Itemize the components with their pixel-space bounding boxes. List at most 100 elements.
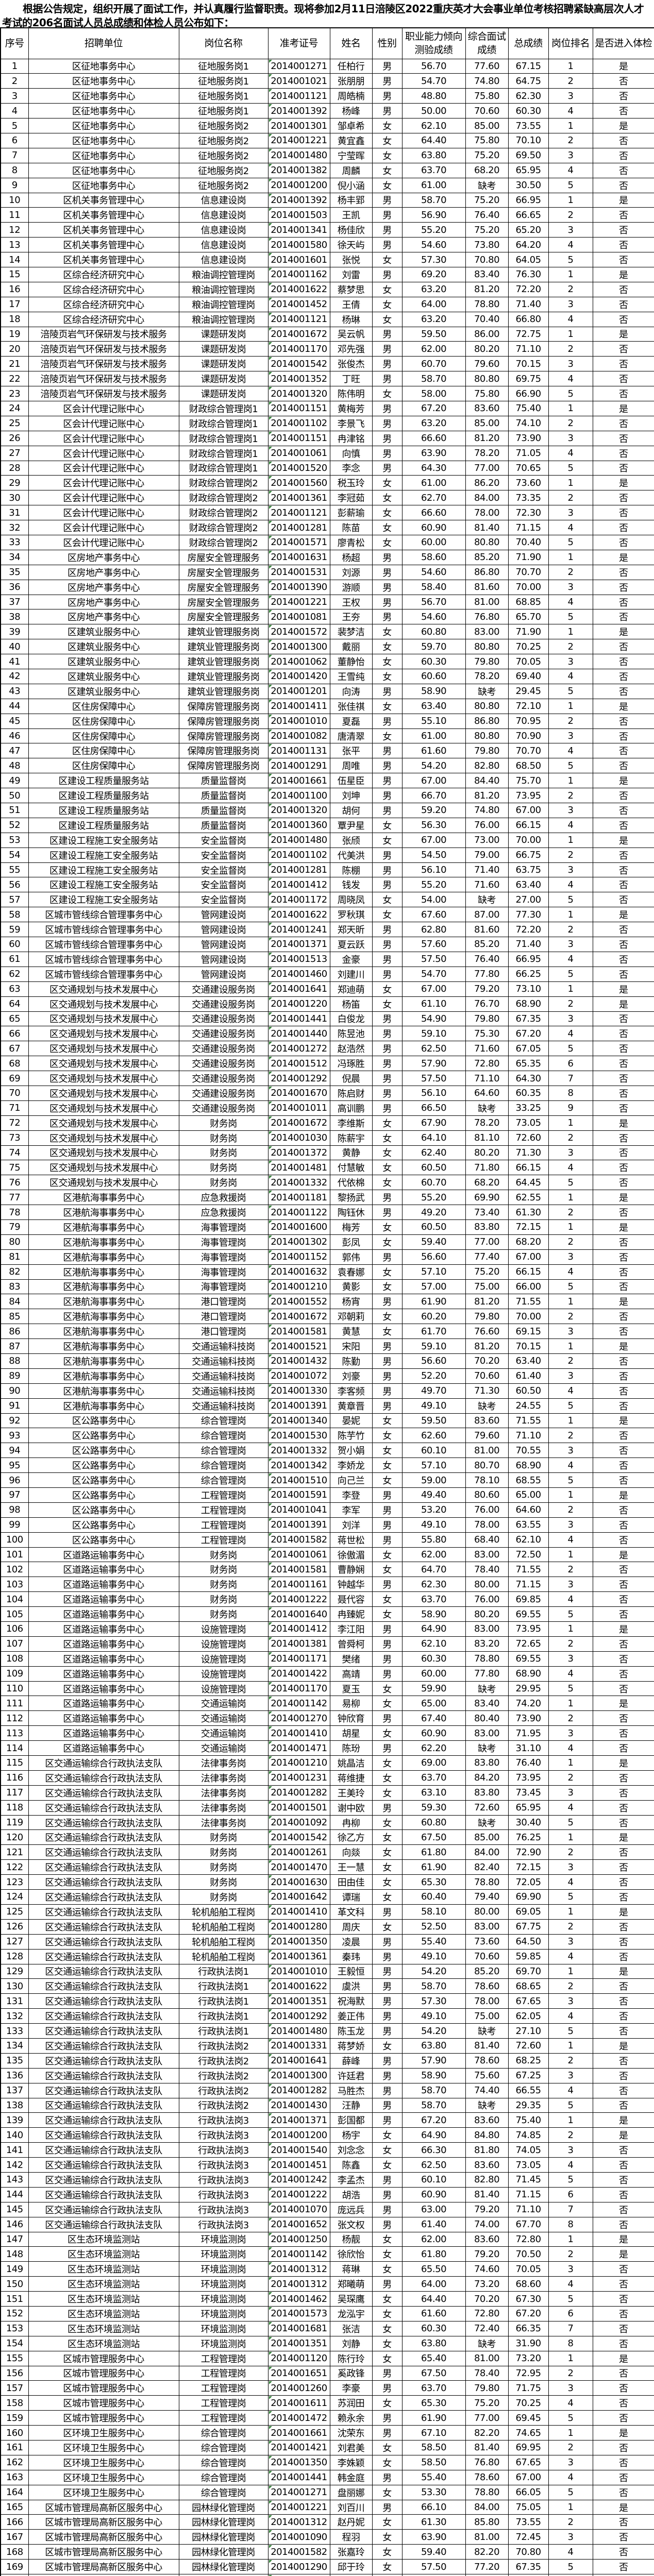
table-row: 64 区交通规划与技术发展中心 交通建设服务岗 2014001220 杨笛 女 … <box>0 996 654 1012</box>
cell-physical-exam: 否 <box>592 2276 654 2292</box>
cell-serial: 99 <box>0 1517 29 1533</box>
cell-rank: 3 <box>548 1785 593 1801</box>
cell-rank: 1 <box>548 1904 593 1920</box>
cell-position: 工程管理岗 <box>178 1517 269 1533</box>
table-row: 74 区交通规划与技术发展中心 财务岗 2014001372 黄静 女 62.4… <box>0 1145 654 1161</box>
cell-name: 李娇龙 <box>329 1458 373 1473</box>
cell-name: 徐欣怡 <box>329 2246 373 2262</box>
table-row: 1 区征地事务中心 征地服务岗1 2014001271 任柏行 男 56.70 … <box>0 58 654 74</box>
cell-interview-score: 70.60 <box>465 1368 509 1384</box>
cell-rank: 5 <box>548 2291 593 2307</box>
cell-physical-exam: 否 <box>592 1502 654 1518</box>
cell-position: 交通建设服务岗 <box>178 1026 269 1042</box>
cell-aptitude-score: 61.00 <box>401 728 466 744</box>
cell-interview-score: 77.80 <box>465 1666 509 1682</box>
cell-gender: 男 <box>372 1353 403 1369</box>
table-row: 152 区生态环境监测站 环境监测岗 2014001573 龙泓宇 女 61.6… <box>0 2306 654 2321</box>
cell-aptitude-score: 58.10 <box>401 1904 466 1920</box>
cell-name: 刘雷 <box>329 266 373 282</box>
table-row: 62 区城市管线综合管理事务中心 管网建设岗 2014001460 刘建川 男 … <box>0 966 654 982</box>
cell-interview-score: 74.80 <box>465 73 509 89</box>
cell-interview-score: 83.20 <box>465 1636 509 1652</box>
cell-total-score: 69.55 <box>508 1651 549 1667</box>
text-format-flag-icon <box>269 2515 272 2519</box>
cell-ticket-value: 2014001512 <box>271 1058 327 1069</box>
cell-ticket: 2014001480 <box>267 2023 330 2039</box>
cell-total-score: 27.00 <box>508 892 549 908</box>
cell-physical-exam: 否 <box>592 1844 654 1860</box>
cell-unit: 区生态环境监测站 <box>28 2335 179 2351</box>
cell-ticket-value: 2014001351 <box>271 2338 327 2349</box>
cell-position: 财政综合管理岗2 <box>178 520 269 535</box>
cell-ticket: 2014001221 <box>267 594 330 610</box>
cell-name: 倪小涵 <box>329 177 373 193</box>
cell-aptitude-score: 54.50 <box>401 847 466 863</box>
cell-gender: 女 <box>372 2574 403 2576</box>
cell-physical-exam: 否 <box>592 609 654 625</box>
cell-physical-exam: 否 <box>592 535 654 550</box>
table-row: 9 区征地事务中心 征地服务岗2 2014001200 倪小涵 女 61.00 … <box>0 177 654 193</box>
cell-total-score: 73.95 <box>508 1621 549 1637</box>
cell-ticket-value: 2014001622 <box>271 284 327 295</box>
cell-aptitude-score: 63.70 <box>401 1591 466 1607</box>
table-row: 56 区建设工程施工安全服务站 安全监督岗 2014001412 钱发 男 55… <box>0 877 654 893</box>
table-row: 108 区道路运输事务中心 设施管理岗 2014001171 樊绪 男 60.3… <box>0 1651 654 1667</box>
text-format-flag-icon <box>269 223 272 227</box>
cell-position: 工程管理岗 <box>178 2410 269 2426</box>
cell-gender: 女 <box>372 981 403 997</box>
cell-total-score: 65.20 <box>508 222 549 238</box>
cell-unit: 区交通规划与技术发展中心 <box>28 1085 179 1101</box>
cell-interview-score: 85.00 <box>465 118 509 133</box>
cell-ticket-value: 2014001142 <box>271 2248 327 2260</box>
cell-gender: 女 <box>372 817 403 833</box>
cell-ticket-value: 2014001100 <box>271 790 327 801</box>
cell-ticket-value: 2014001440 <box>271 1028 327 1039</box>
cell-total-score: 71.55 <box>508 1413 549 1429</box>
text-format-flag-icon <box>269 1042 272 1045</box>
cell-physical-exam: 否 <box>592 2559 654 2575</box>
cell-total-score: 75.05 <box>508 2499 549 2515</box>
table-row: 20 涪陵页岩气环保研发与技术服务 课题研发岗 2014001170 邓先强 男… <box>0 341 654 357</box>
text-format-flag-icon <box>269 1711 272 1715</box>
cell-interview-score: 78.80 <box>465 296 509 312</box>
cell-position: 财务岗 <box>178 1829 269 1845</box>
cell-name: 革文科 <box>329 1904 373 1920</box>
cell-ticket: 2014001200 <box>267 177 330 193</box>
cell-gender: 女 <box>372 296 403 312</box>
cell-position: 交通建设服务岗 <box>178 1085 269 1101</box>
cell-unit: 区道路运输事务中心 <box>28 1547 179 1563</box>
cell-physical-exam: 否 <box>592 594 654 610</box>
cell-rank: 4 <box>548 2008 593 2024</box>
cell-position: 粮油调控管理岗 <box>178 311 269 327</box>
cell-name: 刘建川 <box>329 966 373 982</box>
cell-interview-score: 71.10 <box>465 1071 509 1086</box>
cell-name: 张洁 <box>329 2320 373 2336</box>
cell-gender: 女 <box>372 669 403 684</box>
cell-serial: 32 <box>0 520 29 535</box>
cell-ticket: 2014001271 <box>267 2484 330 2500</box>
text-format-flag-icon <box>269 416 272 420</box>
cell-ticket: 2014001282 <box>267 2082 330 2098</box>
cell-physical-exam: 否 <box>592 669 654 684</box>
cell-ticket-value: 2014001342 <box>271 1460 327 1471</box>
cell-interview-score: 77.60 <box>465 58 509 74</box>
cell-name: 李江阳 <box>329 1621 373 1637</box>
cell-physical-exam: 否 <box>592 1041 654 1057</box>
cell-aptitude-score: 49.10 <box>401 1517 466 1533</box>
cell-ticket: 2014001672 <box>267 1309 330 1325</box>
text-format-flag-icon <box>269 1920 272 1923</box>
cell-physical-exam: 是 <box>592 996 654 1012</box>
cell-rank: 3 <box>548 1249 593 1265</box>
cell-total-score: 71.10 <box>508 341 549 357</box>
cell-name: 黄影 <box>329 1279 373 1295</box>
cell-serial: 143 <box>0 2172 29 2188</box>
cell-ticket-value: 2014001301 <box>271 120 327 131</box>
cell-rank: 4 <box>548 2276 593 2292</box>
cell-unit: 区交通运输综合行政执法支队 <box>28 2053 179 2069</box>
cell-ticket: 2014001580 <box>267 237 330 253</box>
cell-position: 工程管理岗 <box>178 2350 269 2366</box>
cell-ticket-value: 2014001281 <box>271 522 327 533</box>
cell-physical-exam: 否 <box>592 296 654 312</box>
cell-interview-score: 79.20 <box>465 2201 509 2217</box>
cell-aptitude-score: 65.30 <box>401 1874 466 1890</box>
